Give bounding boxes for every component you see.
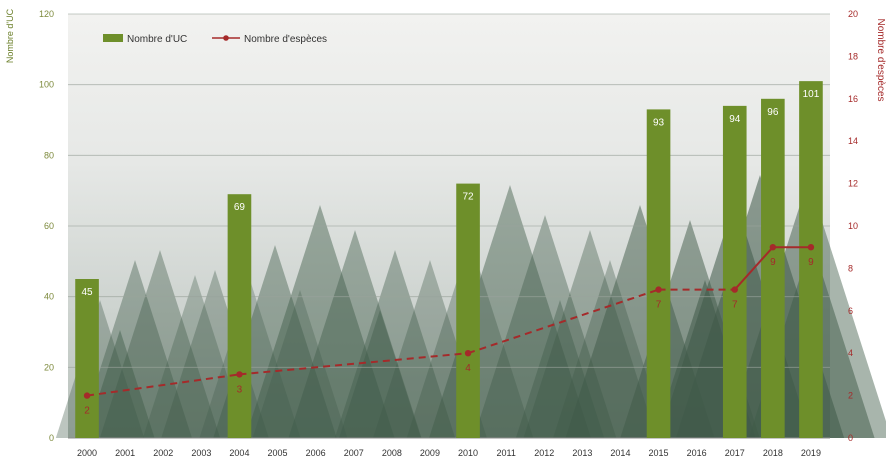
bar: [722, 105, 747, 438]
x-tick-label: 2001: [115, 448, 135, 458]
right-tick-label: 0: [848, 433, 853, 443]
right-tick-label: 10: [848, 221, 858, 231]
line-series: 2 3 4 7 7 9 9: [83, 244, 815, 417]
x-tick-label: 2003: [191, 448, 211, 458]
right-tick-label: 20: [848, 9, 858, 19]
right-tick-label: 4: [848, 348, 853, 358]
x-tick-label: 2015: [649, 448, 669, 458]
bar-value-label: 93: [653, 117, 665, 128]
line-value-label: 2: [84, 406, 90, 417]
x-tick-label: 2009: [420, 448, 440, 458]
left-tick-label: 0: [49, 433, 54, 443]
bar: [646, 109, 671, 439]
legend-bar-label: Nombre d'UC: [127, 34, 187, 45]
x-tick-label: 2008: [382, 448, 402, 458]
right-tick-label: 2: [848, 391, 853, 401]
line-point: [236, 371, 243, 378]
left-axis-ticks: 0 20 40 60 80 100 120: [39, 9, 54, 443]
bar-value-label: 69: [234, 202, 246, 213]
legend-bar-swatch: [103, 34, 123, 42]
line-value-label: 7: [656, 300, 662, 311]
tree-silhouette: [288, 230, 422, 438]
bar: [227, 194, 252, 438]
tree-silhouette: [339, 310, 421, 438]
line-value-label: 3: [237, 384, 243, 395]
x-tick-label: 2019: [801, 448, 821, 458]
bar: [75, 279, 99, 438]
left-axis-title: Nombre d'UC: [5, 8, 15, 63]
tree-silhouette: [252, 290, 348, 438]
left-tick-label: 100: [39, 80, 54, 90]
x-tick-label: 2010: [458, 448, 478, 458]
right-tick-label: 12: [848, 179, 858, 189]
line-value-label: 9: [770, 257, 776, 268]
left-tick-label: 80: [44, 150, 54, 160]
right-axis-ticks: 0 2 4 6 8 10 12 14 16 18 20: [848, 9, 858, 443]
line-value-label: 7: [732, 300, 738, 311]
bar: [761, 98, 785, 439]
x-tick-label: 2012: [534, 448, 554, 458]
right-tick-label: 18: [848, 51, 858, 61]
tree-silhouette: [99, 250, 221, 438]
line-segment: [86, 373, 240, 397]
line-point: [464, 350, 472, 357]
x-tick-label: 2018: [763, 448, 783, 458]
right-axis-title: Nombre d'espèces: [875, 18, 886, 101]
bar-value-label: 72: [462, 192, 474, 203]
line-point: [807, 244, 815, 251]
legend: Nombre d'UC Nombre d'espèces: [103, 34, 327, 45]
x-tick-label: 2014: [610, 448, 630, 458]
line-segment: [467, 288, 659, 355]
right-tick-label: 6: [848, 306, 853, 316]
left-tick-label: 60: [44, 221, 54, 231]
line-point: [83, 392, 91, 399]
legend-line-label: Nombre d'espèces: [244, 34, 327, 45]
legend-line-marker: [223, 35, 229, 41]
bar-value-label: 45: [81, 287, 93, 298]
line-value-label: 9: [808, 257, 814, 268]
left-tick-label: 40: [44, 292, 54, 302]
tree-silhouette: [245, 205, 395, 438]
line-segment: [734, 246, 774, 291]
bar: [799, 81, 823, 438]
bar-value-label: 94: [729, 114, 741, 125]
x-tick-label: 2016: [687, 448, 707, 458]
bar: [456, 183, 480, 438]
right-tick-label: 14: [848, 136, 858, 146]
line-point: [769, 244, 777, 251]
tree-silhouette: [334, 250, 456, 438]
x-tick-label: 2005: [268, 448, 288, 458]
x-tick-label: 2013: [572, 448, 592, 458]
tree-silhouette: [78, 260, 192, 438]
x-tick-label: 2006: [306, 448, 326, 458]
x-tick-label: 2017: [725, 448, 745, 458]
tree-silhouette: [473, 215, 617, 438]
right-tick-label: 16: [848, 94, 858, 104]
tree-silhouette: [515, 300, 605, 438]
x-tick-label: 2007: [344, 448, 364, 458]
gridlines: [68, 13, 830, 439]
x-tick-label: 2002: [153, 448, 173, 458]
tree-silhouette: [142, 275, 248, 438]
bar-value-label: 101: [803, 89, 820, 100]
left-tick-label: 120: [39, 9, 54, 19]
line-point: [655, 286, 662, 293]
x-tick-label: 2011: [496, 448, 515, 458]
x-axis-ticks: 2000 2001 2002 2003 2004 2005 2006 2007 2008 2009…: [77, 448, 821, 458]
line-segment: [239, 352, 469, 376]
left-tick-label: 20: [44, 362, 54, 372]
tree-silhouette: [553, 260, 667, 438]
x-tick-label: 2004: [229, 448, 249, 458]
x-tick-label: 2000: [77, 448, 97, 458]
bar-value-label: 96: [767, 107, 779, 118]
right-tick-label: 8: [848, 263, 853, 273]
line-point: [731, 286, 738, 293]
tree-silhouette: [85, 330, 155, 438]
line-value-label: 4: [465, 363, 471, 374]
